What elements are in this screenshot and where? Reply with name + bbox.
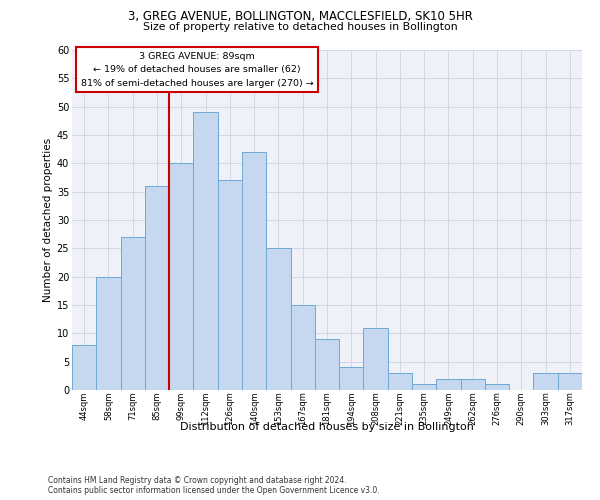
Bar [290,305,315,390]
Bar [218,180,242,390]
Text: 3 GREG AVENUE: 89sqm
← 19% of detached houses are smaller (62)
81% of semi-detac: 3 GREG AVENUE: 89sqm ← 19% of detached h… [80,52,313,88]
Bar [315,339,339,390]
Bar [145,186,169,390]
Text: Distribution of detached houses by size in Bollington: Distribution of detached houses by size … [180,422,474,432]
Text: 3, GREG AVENUE, BOLLINGTON, MACCLESFIELD, SK10 5HR: 3, GREG AVENUE, BOLLINGTON, MACCLESFIELD… [128,10,472,23]
Bar [533,373,558,390]
Bar [364,328,388,390]
Bar [266,248,290,390]
Bar [461,378,485,390]
Bar [388,373,412,390]
Bar [412,384,436,390]
Bar [485,384,509,390]
Bar [242,152,266,390]
Y-axis label: Number of detached properties: Number of detached properties [43,138,53,302]
Bar [121,237,145,390]
Text: Contains HM Land Registry data © Crown copyright and database right 2024.: Contains HM Land Registry data © Crown c… [48,476,347,485]
Bar [558,373,582,390]
Bar [339,368,364,390]
Text: Size of property relative to detached houses in Bollington: Size of property relative to detached ho… [143,22,457,32]
Bar [72,344,96,390]
Bar [436,378,461,390]
Bar [193,112,218,390]
Text: Contains public sector information licensed under the Open Government Licence v3: Contains public sector information licen… [48,486,380,495]
Bar [96,276,121,390]
Bar [169,164,193,390]
